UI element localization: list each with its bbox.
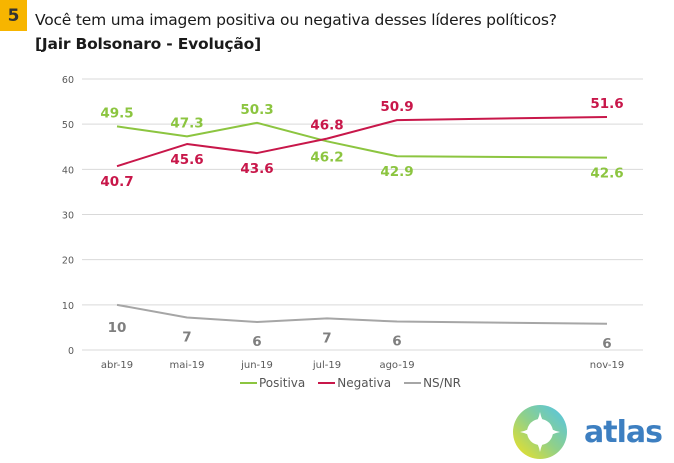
- data-label-nsnr: 6: [602, 336, 611, 352]
- question-number-badge: 5: [0, 0, 27, 31]
- x-tick-label: jul-19: [312, 360, 341, 371]
- y-tick-label: 20: [62, 256, 74, 267]
- data-label-nsnr: 7: [182, 329, 191, 345]
- series-lines: [116, 115, 608, 325]
- data-label-negativa: 46.8: [310, 118, 343, 134]
- series-line-nsnr: [116, 303, 608, 325]
- legend-item-nsnr: NS/NR: [404, 376, 461, 390]
- data-label-positiva: 46.2: [310, 149, 343, 165]
- data-label-nsnr: 7: [322, 330, 331, 346]
- data-label-nsnr: 6: [252, 334, 261, 350]
- legend-swatch: [240, 382, 257, 384]
- y-tick-label: 60: [62, 75, 74, 86]
- legend-swatch: [404, 382, 422, 384]
- y-tick-label: 30: [62, 211, 74, 222]
- logo-text: atlas: [584, 414, 663, 450]
- data-label-negativa: 45.6: [170, 152, 203, 168]
- data-label-positiva: 42.9: [380, 164, 413, 180]
- data-label-positiva: 47.3: [170, 115, 203, 131]
- data-label-nsnr: 10: [108, 320, 127, 336]
- x-tick-label: ago-19: [379, 360, 414, 371]
- legend: Positiva Negativa NS/NR: [240, 376, 461, 390]
- x-tick-label: jun-19: [240, 360, 273, 371]
- data-label-negativa: 43.6: [240, 161, 273, 177]
- x-tick-label: nov-19: [590, 360, 624, 371]
- gridlines: [82, 78, 643, 351]
- legend-item-negativa: Negativa: [318, 376, 391, 390]
- legend-label: NS/NR: [423, 376, 462, 390]
- data-labels: 49.5 47.3 50.3 46.2 42.9 42.6 40.7 45.6 43.6 46.8…: [100, 96, 623, 352]
- data-label-negativa: 50.9: [380, 99, 413, 115]
- chart-subtitle: [Jair Bolsonaro - Evolução]: [35, 35, 261, 53]
- chart-title: Você tem uma imagem positiva ou negativa…: [35, 11, 557, 29]
- line-chart: 0 10 20 30 40 50 60 abr-19 mai-19 jun-19 jul-19 ag…: [62, 75, 643, 371]
- series-line-negativa: [116, 115, 608, 168]
- data-label-negativa: 40.7: [100, 174, 133, 190]
- legend-label: Positiva: [259, 376, 306, 390]
- compass-star-icon: [513, 405, 567, 459]
- legend-swatch: [318, 382, 336, 384]
- atlas-logo: atlas: [512, 404, 663, 460]
- y-tick-label: 10: [62, 301, 74, 312]
- legend-label: Negativa: [337, 376, 392, 390]
- data-label-positiva: 42.6: [590, 166, 623, 182]
- data-label-positiva: 49.5: [100, 105, 133, 121]
- y-tick-label: 0: [68, 346, 74, 357]
- legend-item-positiva: Positiva: [240, 376, 305, 390]
- y-tick-label: 40: [62, 165, 74, 176]
- x-tick-label: abr-19: [101, 360, 133, 371]
- series-line-positiva: [116, 121, 608, 159]
- y-tick-label: 50: [62, 120, 74, 131]
- data-label-nsnr: 6: [392, 334, 401, 350]
- x-tick-label: mai-19: [170, 360, 205, 371]
- x-axis-ticks: abr-19 mai-19 jun-19 jul-19 ago-19 nov-19: [101, 360, 624, 371]
- data-label-negativa: 51.6: [590, 96, 623, 112]
- data-label-positiva: 50.3: [240, 102, 273, 118]
- y-axis-ticks: 0 10 20 30 40 50 60: [62, 75, 74, 357]
